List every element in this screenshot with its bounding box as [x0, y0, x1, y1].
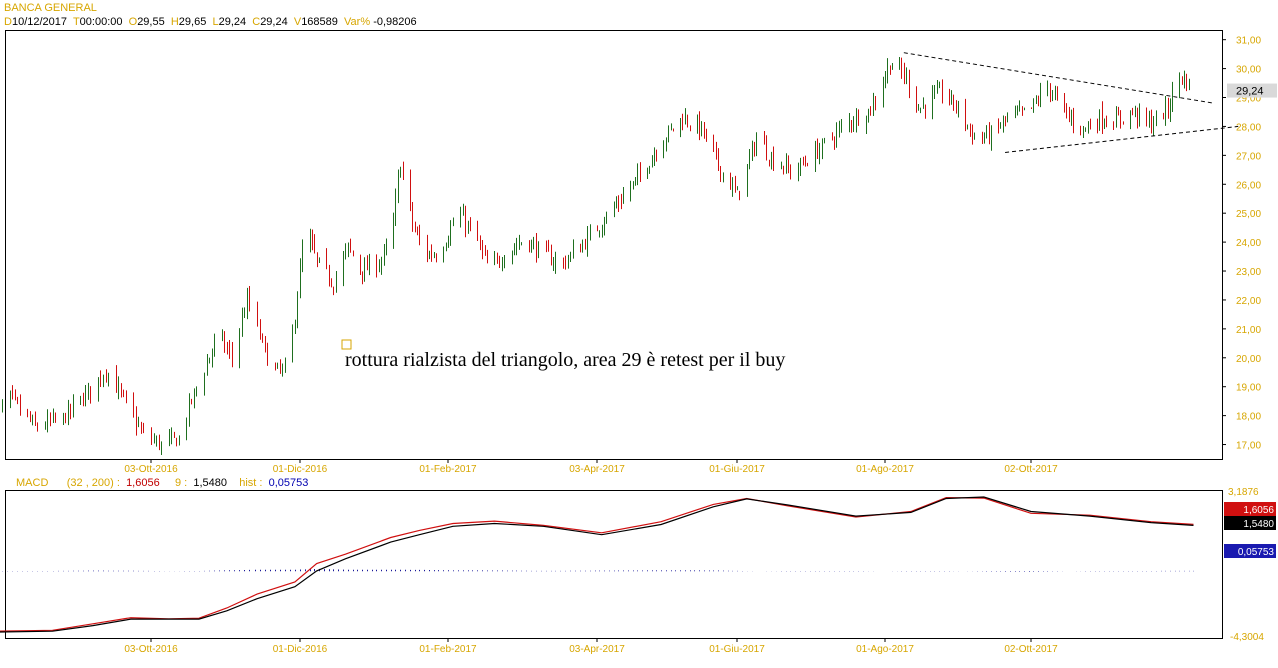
- y-tick-label: 26,00: [1236, 180, 1261, 191]
- x-tick-label: 01-Feb-2017: [419, 464, 477, 475]
- signal-value-box: [1224, 516, 1276, 530]
- hist-label: hist :: [239, 477, 263, 489]
- macd-value: 1,6056: [126, 477, 160, 489]
- ohlc-readout: D10/12/2017 T00:00:00 O29,55 H29,65 L29,…: [4, 16, 417, 28]
- y-tick-label: 29,00: [1236, 94, 1261, 105]
- date-label: D: [4, 16, 12, 28]
- x-tick-label: 01-Feb-2017: [419, 644, 477, 655]
- x-tick-label: 03-Apr-2017: [569, 464, 625, 475]
- high-value: 29,65: [178, 16, 207, 28]
- macd-panel-frame: [5, 490, 1223, 639]
- x-tick-label: 01-Dic-2016: [273, 644, 328, 655]
- macd-value-box: [1224, 502, 1276, 516]
- y-tick-label: 23,00: [1236, 267, 1261, 278]
- x-tick-label: 01-Ago-2017: [856, 464, 914, 475]
- date-value: 10/12/2017: [11, 16, 68, 28]
- signal-line: [0, 496, 1194, 633]
- x-tick-label: 01-Dic-2016: [273, 464, 328, 475]
- macd-ymax-label: 3,1876: [1228, 487, 1259, 498]
- open-label: O: [128, 16, 138, 28]
- close-value: 29,24: [260, 16, 288, 28]
- time-label: T: [72, 16, 80, 28]
- annotation-marker[interactable]: [341, 339, 352, 350]
- hist-value-box-text: 0,05753: [1238, 547, 1275, 558]
- price-plot: [2, 52, 1239, 456]
- y-tick-label: 27,00: [1236, 151, 1261, 162]
- y-tick-label: 30,00: [1236, 65, 1261, 76]
- low-label: L: [212, 16, 219, 28]
- var-label: Var%: [344, 16, 371, 28]
- chart-title: BANCA GENERAL: [4, 2, 97, 14]
- annotation-text: rottura rialzista del triangolo, area 29…: [345, 349, 785, 371]
- y-tick-label: 21,00: [1236, 325, 1261, 336]
- volume-value: 168589: [301, 16, 338, 28]
- x-tick-label: 01-Ago-2017: [856, 644, 914, 655]
- y-tick-label: 18,00: [1236, 412, 1261, 423]
- y-tick-label: 22,00: [1236, 296, 1261, 307]
- signal-label: 9 :: [175, 477, 188, 489]
- x-tick-label: 01-Giu-2017: [709, 644, 765, 655]
- open-value: 29,55: [137, 16, 165, 28]
- y-tick-label: 28,00: [1236, 122, 1261, 133]
- y-tick-label: 25,00: [1236, 209, 1261, 220]
- high-label: H: [170, 16, 179, 28]
- macd-ymin-label: -4,3004: [1230, 632, 1264, 643]
- y-tick-label: 20,00: [1236, 354, 1261, 365]
- y-tick-label: 24,00: [1236, 238, 1261, 249]
- x-tick-label: 03-Ott-2016: [124, 464, 178, 475]
- y-tick-label: 17,00: [1236, 441, 1261, 452]
- low-value: 29,24: [218, 16, 247, 28]
- x-tick-label: 03-Apr-2017: [569, 644, 625, 655]
- var-value: -0,98206: [373, 16, 417, 28]
- axes: 17,00 18,00 19,00 20,00 21,00 22,00 23,00 24,00…: [124, 36, 1277, 655]
- signal-value: 1,5480: [193, 477, 228, 489]
- macd-plot: [0, 496, 1194, 633]
- macd-params: (32 , 200) :: [66, 477, 120, 489]
- y-tick-label: 19,00: [1236, 383, 1261, 394]
- macd-name: MACD: [16, 477, 49, 489]
- close-label: C: [252, 16, 261, 28]
- x-tick-label: 02-Ott-2017: [1004, 644, 1058, 655]
- macd-readout: MACD (32 , 200) : 1,6056 9 : 1,5480 hist…: [16, 477, 308, 489]
- volume-label: V: [293, 16, 302, 28]
- y-tick-label: 31,00: [1236, 36, 1261, 47]
- trendline: [903, 52, 1215, 104]
- signal-value-box-text: 1,5480: [1243, 519, 1274, 530]
- macd-value-box-text: 1,6056: [1243, 505, 1274, 516]
- price-panel-frame: [5, 30, 1223, 460]
- x-tick-label: 01-Giu-2017: [709, 464, 765, 475]
- x-tick-label: 02-Ott-2017: [1004, 464, 1058, 475]
- x-tick-label: 03-Ott-2016: [124, 644, 178, 655]
- time-value: 00:00:00: [79, 16, 123, 28]
- last-price-label: 29,24: [1236, 86, 1264, 98]
- hist-value-box: [1224, 544, 1276, 558]
- hist-value: 0,05753: [268, 477, 309, 489]
- last-price-box: [1227, 83, 1277, 98]
